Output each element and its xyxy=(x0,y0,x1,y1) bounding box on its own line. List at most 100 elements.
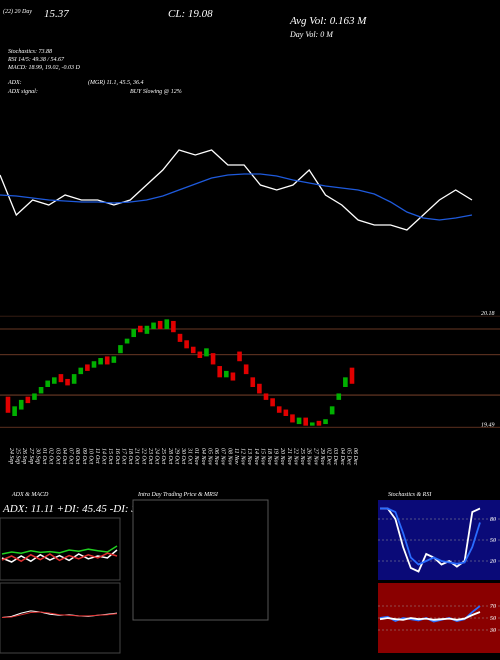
y-tick-label: 50 xyxy=(490,538,496,544)
x-tick-label: 31 Oct xyxy=(187,447,193,464)
x-tick-label: 15 Nov xyxy=(259,448,265,466)
x-tick-label: 29 Oct xyxy=(173,448,179,464)
panel-box xyxy=(132,499,269,621)
candle-body xyxy=(111,356,117,363)
candle-body xyxy=(177,333,183,342)
x-tick-label: 18 Oct xyxy=(127,448,133,464)
x-tick-label: 25 Nov xyxy=(299,448,305,466)
candle-body xyxy=(65,378,70,386)
x-tick-label: 07 Oct xyxy=(68,448,74,464)
candle-body xyxy=(138,325,143,333)
panel-frame xyxy=(0,582,121,654)
candle-body xyxy=(336,393,342,400)
x-tick-label: 12 Nov xyxy=(240,448,246,466)
series-line xyxy=(1,545,118,555)
candle-body xyxy=(131,329,136,338)
y-tick-label: 20 xyxy=(490,559,496,565)
candle-body xyxy=(91,361,97,368)
x-tick-label: 26 Nov xyxy=(306,448,312,466)
x-tick-label: 24 Oct xyxy=(154,448,161,464)
candle-body xyxy=(316,420,322,426)
x-tick-label: 15 Oct xyxy=(107,448,113,464)
x-tick-label: 25 Sep xyxy=(15,448,21,464)
x-tick-label: 14 Oct xyxy=(101,448,108,464)
candle-body xyxy=(151,322,156,329)
candle-body xyxy=(25,396,31,404)
series-line xyxy=(1,611,118,618)
series-line xyxy=(379,611,481,621)
candle-body xyxy=(58,374,64,383)
x-tick-label: 21 Oct xyxy=(134,448,140,464)
y-tick-label: 80 xyxy=(490,517,496,523)
x-tick-label: 08 Nov xyxy=(226,448,232,466)
series-line xyxy=(380,507,481,566)
panel-frame xyxy=(0,517,121,581)
candle-body xyxy=(104,356,110,365)
candle-body xyxy=(12,406,17,416)
x-tick-label: 03 Dec xyxy=(332,448,338,465)
candle-body xyxy=(230,372,236,381)
x-tick-label: 30 Oct xyxy=(180,447,186,464)
x-tick-label: 25 Oct xyxy=(160,448,166,464)
candle-body xyxy=(263,393,269,400)
header-text: Day Vol: 0 M xyxy=(289,30,334,39)
candle-body xyxy=(164,319,170,329)
panel-title: Stochastics & RSI xyxy=(388,492,432,498)
candle-body xyxy=(197,351,203,358)
candle-body xyxy=(184,340,189,349)
x-tick-label: 11 Nov xyxy=(233,448,239,465)
candle-body xyxy=(144,325,150,334)
candle-body xyxy=(204,348,209,357)
candle-body xyxy=(283,409,289,416)
x-tick-label: 17 Oct xyxy=(120,448,126,464)
series-line xyxy=(0,173,473,221)
candle-body xyxy=(343,377,348,387)
series-line xyxy=(1,552,118,563)
x-tick-label: 01 Nov xyxy=(193,448,199,466)
y-tick-label: 70 xyxy=(490,604,496,610)
candle-body xyxy=(85,364,90,371)
x-tick-label: 13 Nov xyxy=(246,448,252,466)
candle-body xyxy=(18,399,24,410)
y-tick-label: 30 xyxy=(489,628,496,634)
x-tick-label: 30 Sep xyxy=(34,447,40,464)
y-tick-label: 50 xyxy=(490,616,496,622)
candle-body xyxy=(323,419,328,425)
x-tick-label: 04 Nov xyxy=(200,448,207,466)
header-text: ADX: xyxy=(7,80,22,86)
candle-body xyxy=(38,387,44,394)
x-tick-label: 07 Nov xyxy=(220,448,226,466)
candle-body xyxy=(78,367,84,375)
candle-body xyxy=(124,338,130,344)
candle-body xyxy=(270,398,275,407)
candle-body xyxy=(243,364,249,375)
candle-body xyxy=(98,358,103,365)
panel-title: Intra Day Trading Price & MRSI xyxy=(137,492,219,498)
x-tick-label: 24 Sep xyxy=(8,448,15,464)
x-tick-label: 03 Oct xyxy=(54,448,60,464)
series-line xyxy=(1,549,118,563)
x-tick-label: 20 Nov xyxy=(279,448,285,466)
x-tick-label: 04 Dec xyxy=(339,448,346,465)
candle-body xyxy=(257,383,262,394)
candle-body xyxy=(171,320,176,333)
candle-body xyxy=(52,377,57,384)
x-tick-label: 16 Oct xyxy=(114,448,120,464)
x-tick-label: 05 Dec xyxy=(345,448,351,465)
x-tick-label: 04 Oct xyxy=(61,448,68,464)
candle-body xyxy=(71,374,77,384)
x-tick-label: 29 Nov xyxy=(319,448,325,466)
x-tick-label: 18 Nov xyxy=(266,448,272,466)
header-text: RSI 14/5: 49.38 / 54.67 xyxy=(7,56,65,63)
panel-subtitle: ADX: 11.11 +DI: 45.45 -DI: 36.36 xyxy=(2,503,157,515)
candle-body xyxy=(250,377,256,387)
header-text: CL: 19.08 xyxy=(168,8,213,20)
candle-body xyxy=(157,320,163,329)
header-text: Stochastics: 73.88 xyxy=(8,49,52,55)
panel-title: ADX & MACD xyxy=(11,492,49,498)
x-tick-label: 27 Nov xyxy=(312,448,318,466)
x-tick-label: 26 Sep xyxy=(21,448,27,464)
x-tick-label: 06 Nov xyxy=(213,448,219,466)
x-tick-label: 11 Oct xyxy=(94,448,100,464)
